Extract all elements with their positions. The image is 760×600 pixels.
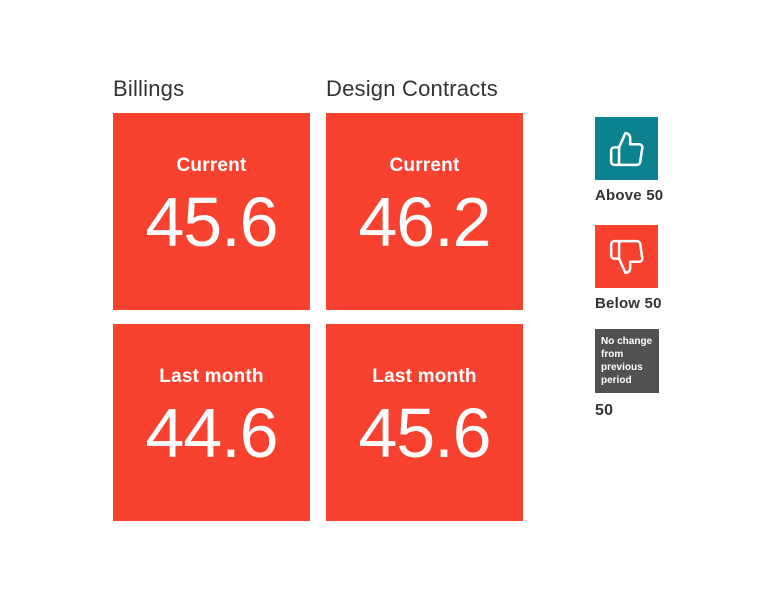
tile-billings-current: Current 45.6 xyxy=(113,113,310,310)
thumbs-down-icon xyxy=(608,238,646,276)
legend-label-below-50: Below 50 xyxy=(595,295,662,312)
tile-period-label: Last month xyxy=(159,366,264,387)
legend-label-above-50: Above 50 xyxy=(595,187,664,204)
tile-value: 44.6 xyxy=(145,394,278,472)
legend-item-no-change: No change from previous period 50 xyxy=(595,329,715,420)
tile-design-contracts-last-month: Last month 45.6 xyxy=(326,324,523,521)
tile-value: 46.2 xyxy=(358,183,491,261)
legend-item-above-50: Above 50 xyxy=(595,117,715,204)
below-50-box xyxy=(595,225,658,288)
tile-value: 45.6 xyxy=(145,183,278,261)
tile-value: 45.6 xyxy=(358,394,491,472)
no-change-box: No change from previous period xyxy=(595,329,659,393)
tile-design-contracts-current: Current 46.2 xyxy=(326,113,523,310)
column-title-billings: Billings xyxy=(113,76,185,101)
tile-period-label: Current xyxy=(389,155,460,176)
above-50-box xyxy=(595,117,658,180)
thumbs-up-icon xyxy=(608,130,646,168)
tile-period-label: Last month xyxy=(372,366,477,387)
legend-item-below-50: Below 50 xyxy=(595,225,715,312)
column-title-design-contracts: Design Contracts xyxy=(326,76,498,101)
legend-label-50: 50 xyxy=(595,402,614,419)
tile-billings-last-month: Last month 44.6 xyxy=(113,324,310,521)
no-change-box-text: No change from previous period xyxy=(601,336,653,386)
tile-period-label: Current xyxy=(176,155,247,176)
